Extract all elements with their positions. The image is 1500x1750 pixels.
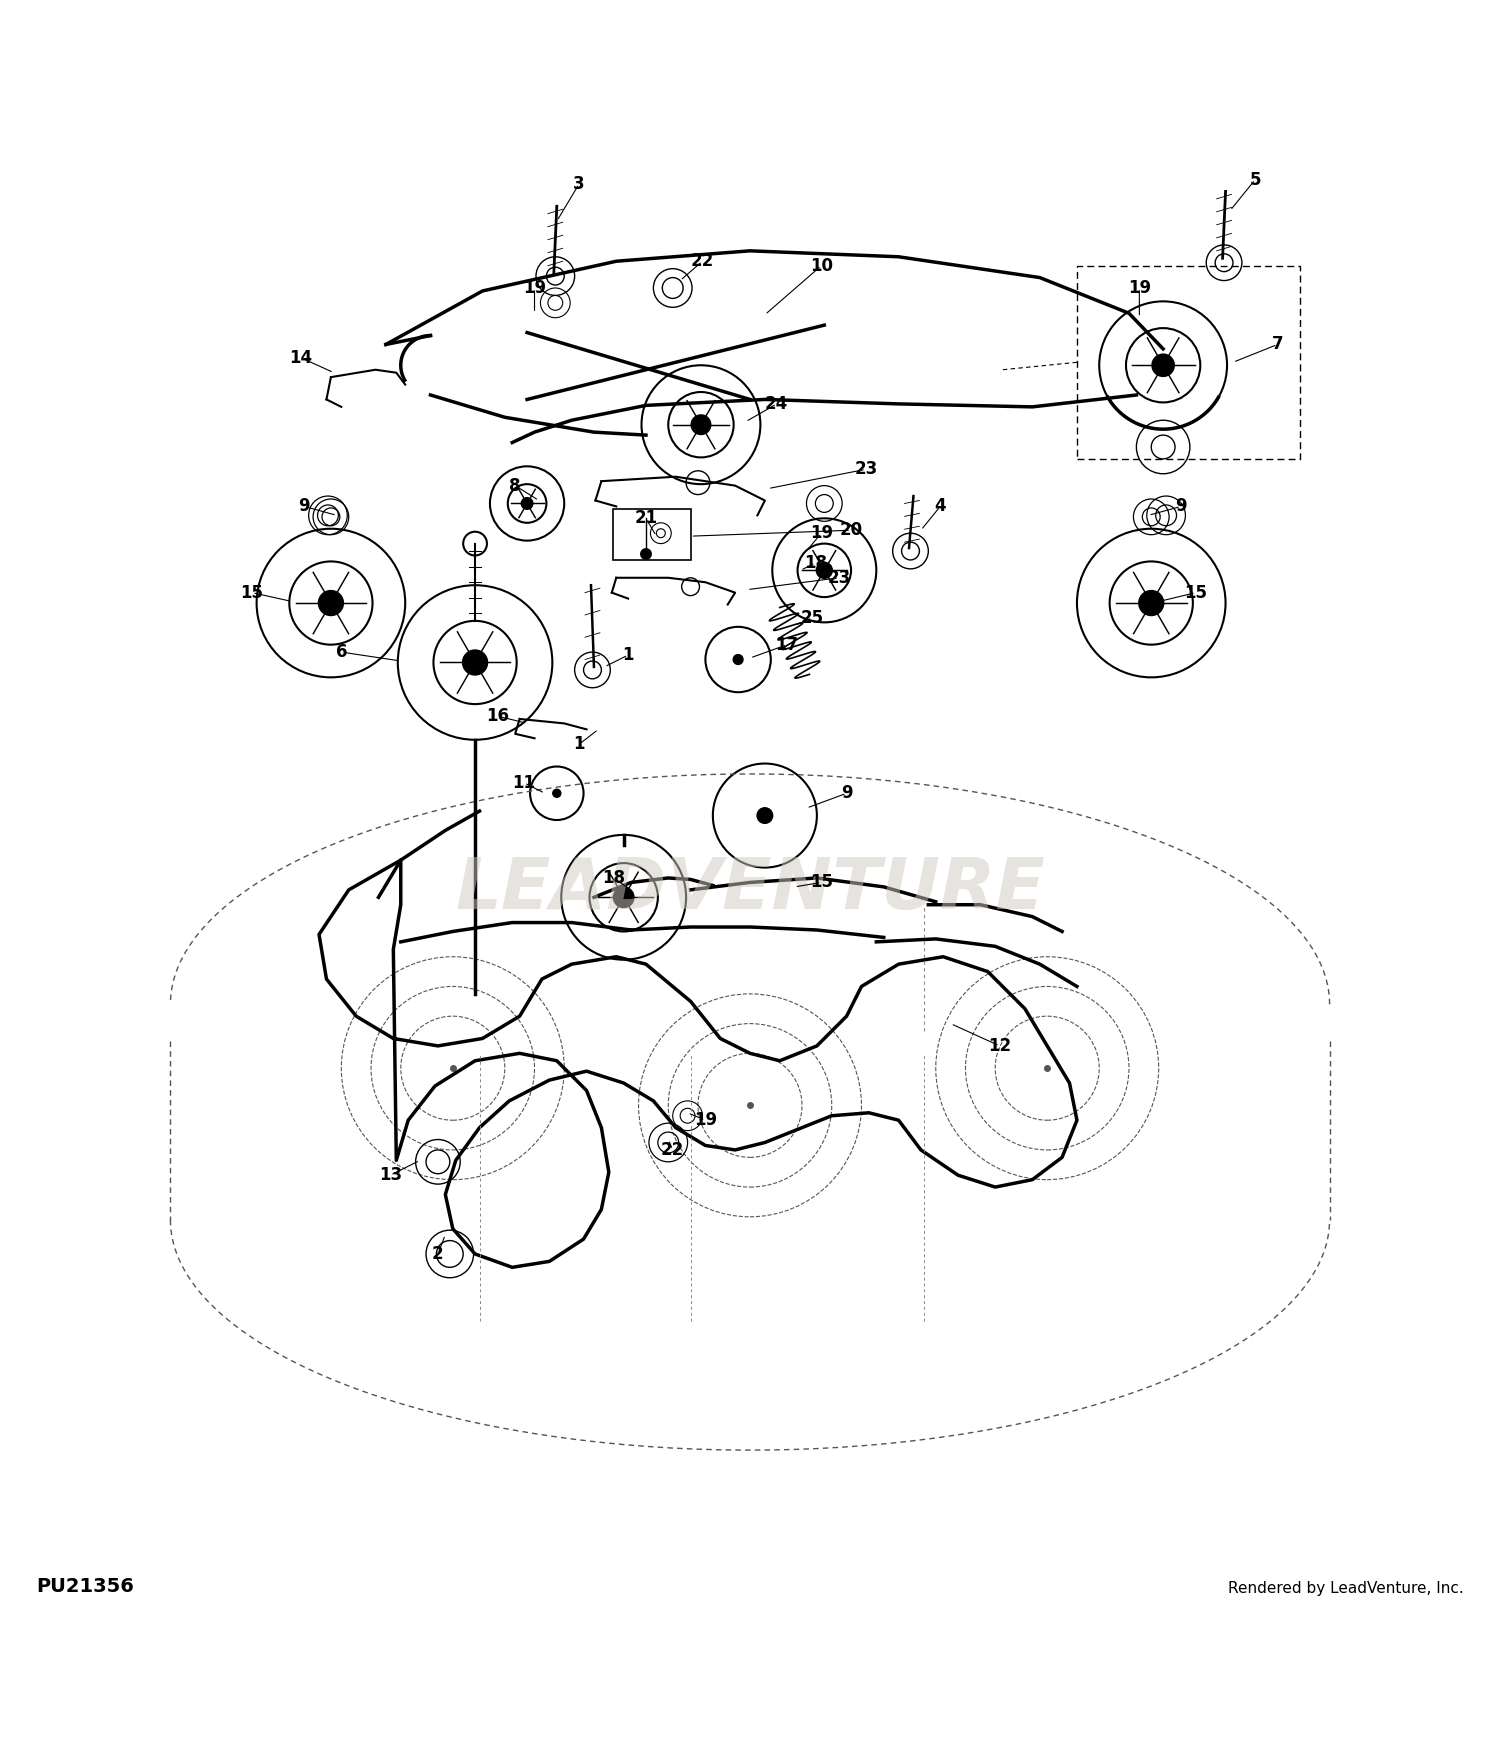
Text: 2: 2 bbox=[432, 1244, 444, 1264]
Text: 19: 19 bbox=[810, 525, 832, 542]
Text: 19: 19 bbox=[524, 278, 546, 298]
Text: 14: 14 bbox=[290, 348, 314, 367]
Text: 22: 22 bbox=[692, 252, 714, 270]
Text: 23: 23 bbox=[855, 460, 877, 478]
Circle shape bbox=[554, 789, 561, 798]
Text: 18: 18 bbox=[602, 870, 625, 887]
Text: 21: 21 bbox=[634, 509, 657, 527]
Text: LEADVENTURE: LEADVENTURE bbox=[454, 856, 1046, 924]
Text: 15: 15 bbox=[1185, 584, 1208, 602]
Text: 1: 1 bbox=[622, 646, 634, 663]
Text: 9: 9 bbox=[1174, 497, 1186, 516]
Text: PU21356: PU21356 bbox=[36, 1577, 135, 1596]
Circle shape bbox=[614, 887, 634, 908]
Circle shape bbox=[734, 654, 742, 665]
Text: 8: 8 bbox=[510, 476, 520, 495]
Text: 24: 24 bbox=[765, 396, 789, 413]
Text: 19: 19 bbox=[694, 1111, 717, 1129]
Circle shape bbox=[1152, 354, 1174, 376]
Circle shape bbox=[1138, 590, 1164, 616]
Text: 12: 12 bbox=[988, 1038, 1011, 1055]
Text: 6: 6 bbox=[336, 642, 346, 662]
Text: 1: 1 bbox=[573, 735, 585, 752]
Text: 9: 9 bbox=[298, 497, 310, 516]
Text: Rendered by LeadVenture, Inc.: Rendered by LeadVenture, Inc. bbox=[1227, 1580, 1464, 1596]
Circle shape bbox=[692, 415, 711, 434]
Text: 13: 13 bbox=[380, 1166, 402, 1185]
Text: 20: 20 bbox=[840, 522, 862, 539]
Circle shape bbox=[522, 497, 532, 509]
Text: 18: 18 bbox=[804, 555, 826, 572]
Text: 15: 15 bbox=[810, 873, 832, 891]
Text: 16: 16 bbox=[486, 707, 508, 724]
Circle shape bbox=[464, 532, 488, 555]
Text: 9: 9 bbox=[842, 784, 852, 802]
Text: 5: 5 bbox=[1250, 170, 1262, 189]
Text: 23: 23 bbox=[828, 569, 850, 586]
Circle shape bbox=[758, 808, 772, 822]
Circle shape bbox=[640, 548, 652, 560]
Text: 17: 17 bbox=[776, 635, 798, 654]
Text: 10: 10 bbox=[810, 257, 832, 275]
Text: 22: 22 bbox=[662, 1141, 684, 1158]
Text: 19: 19 bbox=[1128, 278, 1150, 298]
Text: 25: 25 bbox=[801, 609, 824, 626]
Circle shape bbox=[462, 649, 488, 676]
Text: 3: 3 bbox=[573, 175, 585, 192]
Text: 4: 4 bbox=[934, 497, 946, 516]
Circle shape bbox=[816, 562, 833, 578]
Text: 15: 15 bbox=[240, 584, 264, 602]
Circle shape bbox=[318, 590, 344, 616]
Text: 11: 11 bbox=[513, 774, 535, 791]
Text: 7: 7 bbox=[1272, 336, 1284, 354]
